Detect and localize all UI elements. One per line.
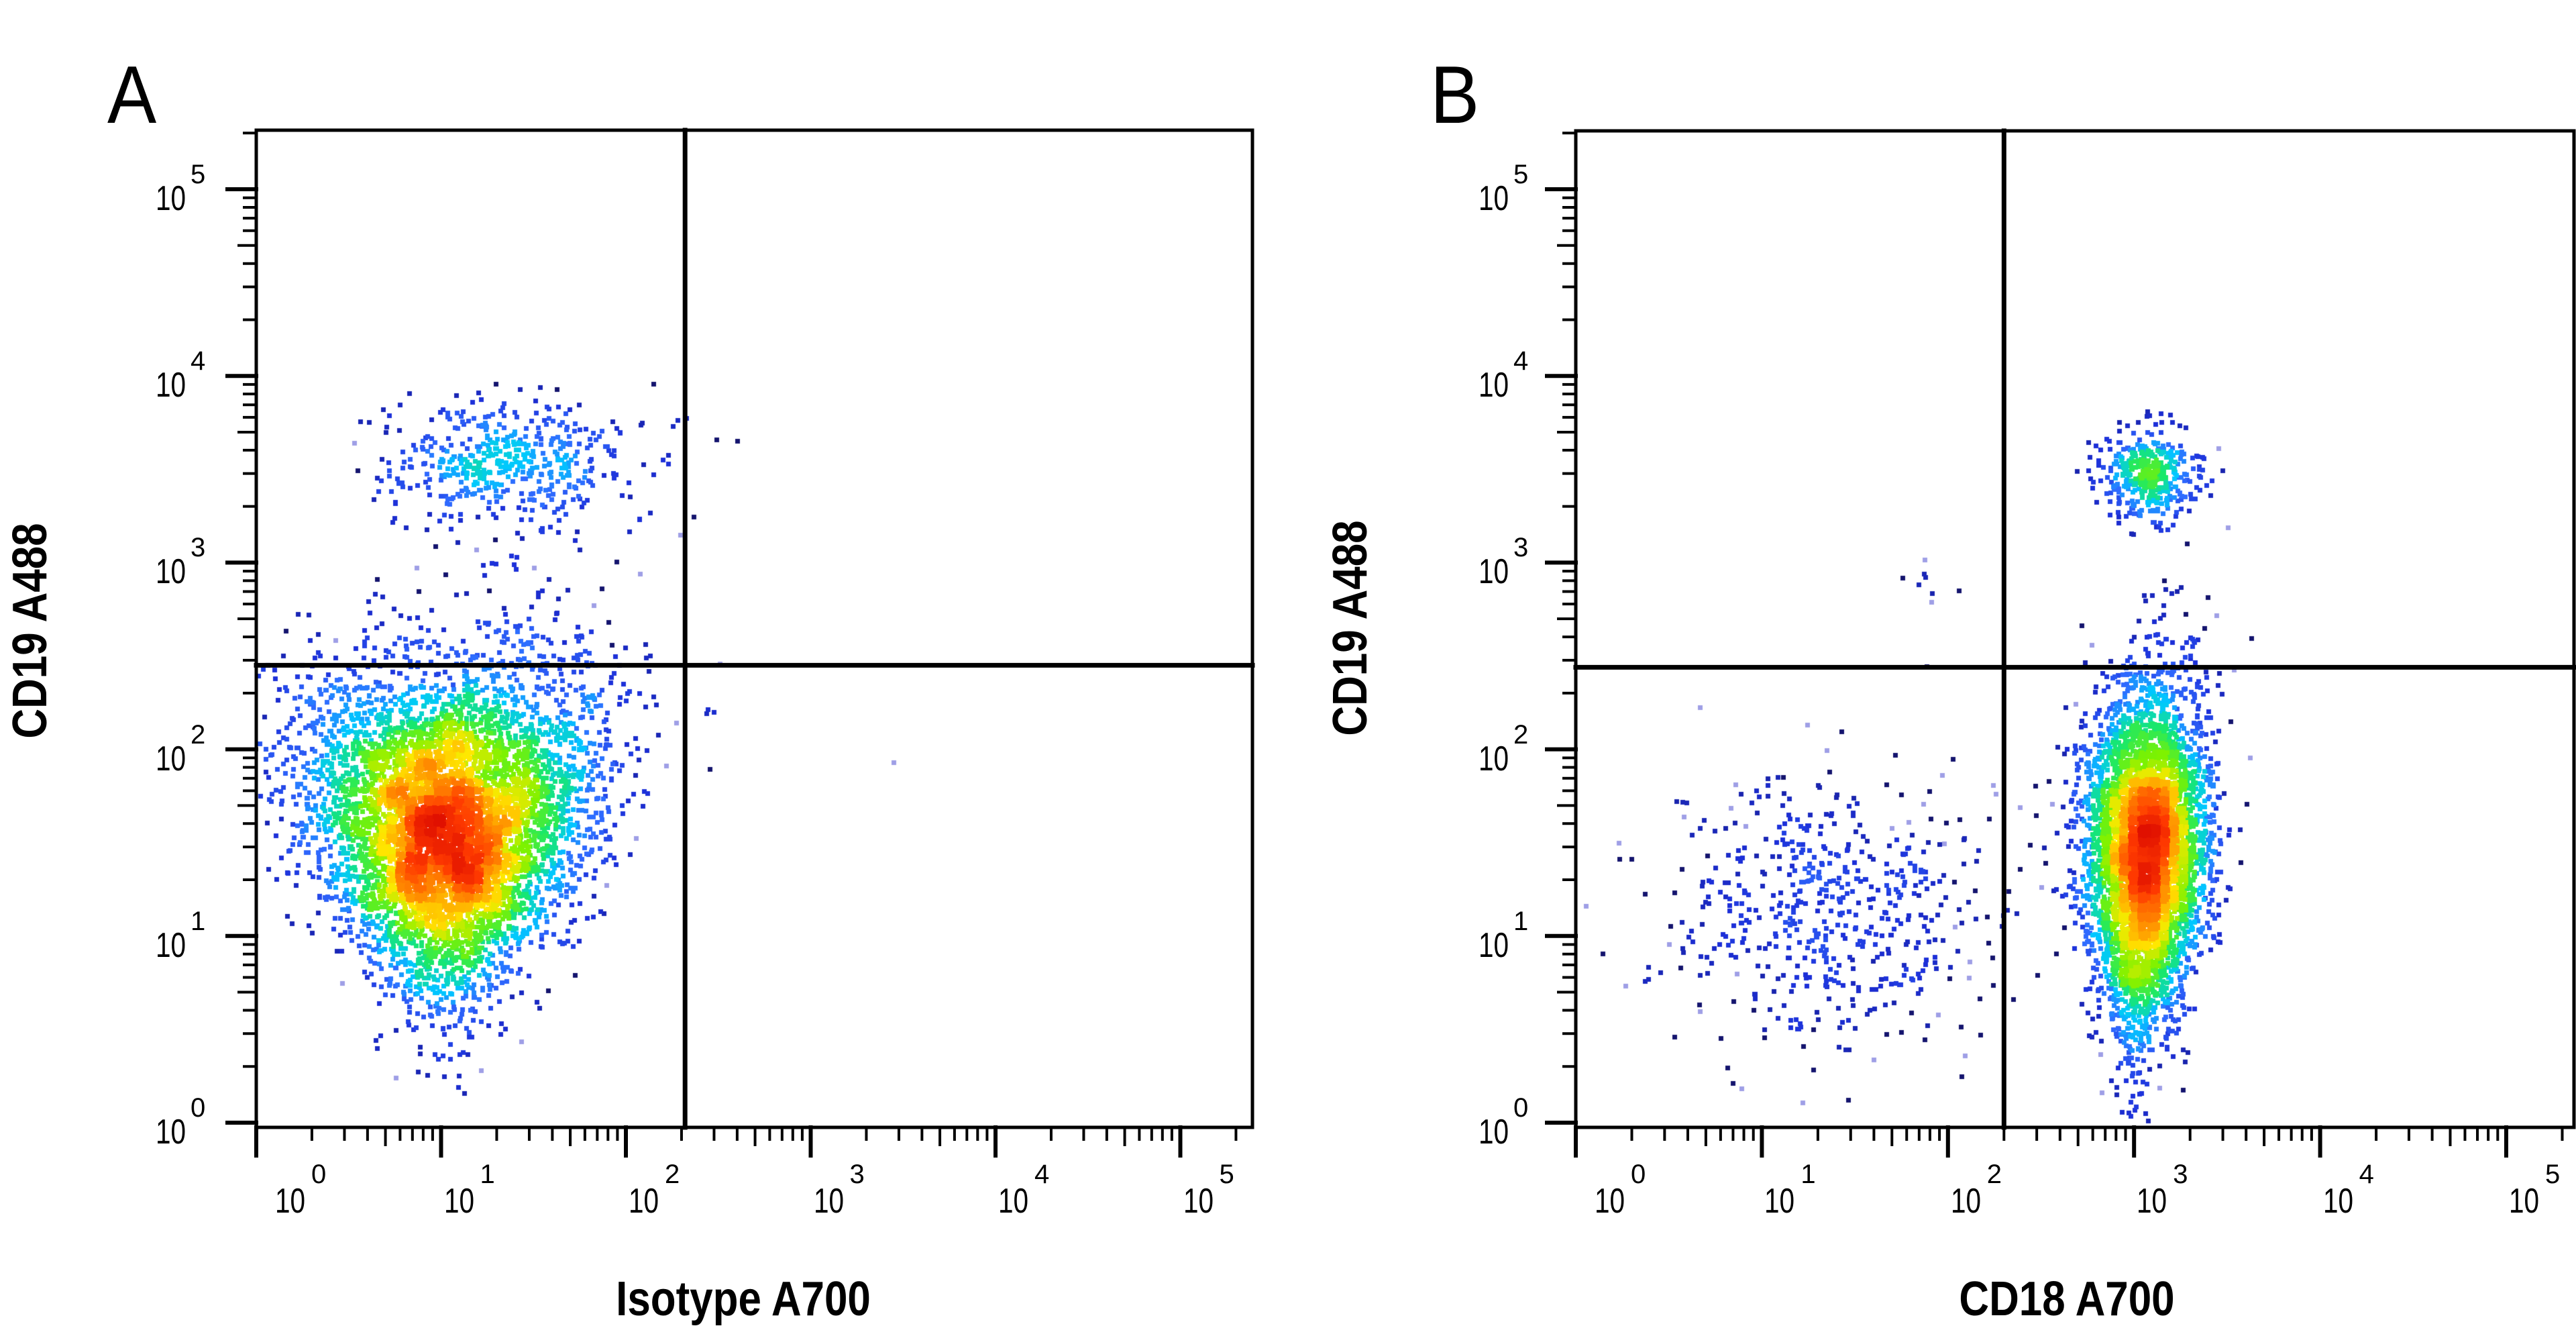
- tick-exponent: 4: [1034, 1160, 1050, 1189]
- tick-exponent: 2: [191, 719, 206, 750]
- tick-base: 10: [998, 1182, 1029, 1221]
- tick-exponent: 1: [191, 906, 206, 936]
- y-tick-label: 10 3: [156, 534, 205, 592]
- panel-letter-b: B: [1430, 49, 1480, 140]
- tick-exponent: 1: [1513, 906, 1529, 936]
- tick-base: 10: [1950, 1182, 1981, 1221]
- x-tick-label: 10 3: [2137, 1161, 2188, 1221]
- tick-base: 10: [1479, 1113, 1509, 1152]
- tick-base: 10: [1479, 552, 1509, 592]
- tick-base: 10: [1764, 1182, 1795, 1221]
- dot-plot-area-a: [256, 130, 1252, 1127]
- tick-exponent: 0: [1631, 1160, 1646, 1189]
- tick-base: 10: [629, 1182, 659, 1221]
- tick-exponent: 0: [1513, 1093, 1529, 1123]
- x-axis-title-b: CD18 A700: [1959, 1272, 2175, 1326]
- tick-base: 10: [275, 1182, 306, 1221]
- tick-base: 10: [813, 1182, 844, 1221]
- x-axis-title-a: Isotype A700: [616, 1272, 871, 1326]
- x-tick-label: 10 4: [998, 1161, 1049, 1221]
- x-tick-label: 10 0: [1595, 1161, 1646, 1221]
- panel-letter-a: A: [107, 49, 157, 140]
- y-tick-label: 10 4: [1479, 348, 1528, 405]
- tick-base: 10: [156, 1113, 186, 1152]
- tick-exponent: 5: [1219, 1160, 1234, 1189]
- tick-exponent: 3: [1513, 533, 1529, 563]
- tick-exponent: 4: [191, 346, 206, 376]
- y-tick-label: 10 1: [156, 908, 205, 965]
- y-axis-title-b: CD19 A488: [1324, 520, 1377, 736]
- x-tick-label: 10 5: [1183, 1161, 1234, 1221]
- tick-exponent: 3: [849, 1160, 865, 1189]
- tick-exponent: 0: [311, 1160, 327, 1189]
- x-tick-label: 10 1: [1764, 1161, 1815, 1221]
- x-tick-label: 10 2: [1950, 1161, 2002, 1221]
- tick-base: 10: [156, 739, 186, 778]
- tick-exponent: 2: [1986, 1160, 2002, 1189]
- tick-base: 10: [156, 925, 186, 965]
- tick-exponent: 1: [1801, 1160, 1816, 1189]
- y-tick-label: 10 2: [156, 721, 205, 778]
- tick-base: 10: [443, 1182, 474, 1221]
- tick-exponent: 5: [2545, 1160, 2561, 1189]
- x-tick-label: 10 0: [275, 1161, 326, 1221]
- tick-exponent: 1: [480, 1160, 495, 1189]
- x-tick-label: 10 2: [629, 1161, 680, 1221]
- y-tick-label: 10 0: [1479, 1094, 1528, 1152]
- y-tick-label: 10 5: [1479, 161, 1528, 218]
- tick-base: 10: [1479, 179, 1509, 218]
- tick-exponent: 5: [1513, 160, 1529, 189]
- y-tick-label: 10 2: [1479, 721, 1528, 778]
- y-tick-label: 10 5: [156, 161, 205, 218]
- tick-base: 10: [2137, 1182, 2167, 1221]
- tick-base: 10: [2322, 1182, 2353, 1221]
- x-tick-label: 10 1: [443, 1161, 495, 1221]
- tick-base: 10: [1479, 925, 1509, 965]
- y-tick-label: 10 1: [1479, 908, 1528, 965]
- tick-base: 10: [156, 552, 186, 592]
- tick-exponent: 0: [191, 1093, 206, 1123]
- tick-base: 10: [156, 366, 186, 405]
- tick-exponent: 4: [1513, 346, 1529, 376]
- tick-exponent: 3: [191, 533, 206, 563]
- tick-exponent: 5: [191, 160, 206, 189]
- tick-exponent: 2: [1513, 719, 1529, 750]
- y-tick-label: 10 0: [156, 1094, 205, 1152]
- x-tick-label: 10 4: [2322, 1161, 2374, 1221]
- x-tick-label: 10 5: [2509, 1161, 2560, 1221]
- tick-base: 10: [156, 179, 186, 218]
- tick-base: 10: [1479, 366, 1509, 405]
- tick-exponent: 4: [2359, 1160, 2374, 1189]
- tick-base: 10: [2509, 1182, 2540, 1221]
- y-tick-label: 10 4: [156, 348, 205, 405]
- tick-exponent: 3: [2173, 1160, 2188, 1189]
- tick-base: 10: [1479, 739, 1509, 778]
- y-tick-label: 10 3: [1479, 534, 1528, 592]
- tick-exponent: 2: [665, 1160, 680, 1189]
- dot-plot-area-b: [1576, 131, 2574, 1127]
- x-tick-label: 10 3: [813, 1161, 865, 1221]
- tick-base: 10: [1183, 1182, 1214, 1221]
- tick-base: 10: [1595, 1182, 1625, 1221]
